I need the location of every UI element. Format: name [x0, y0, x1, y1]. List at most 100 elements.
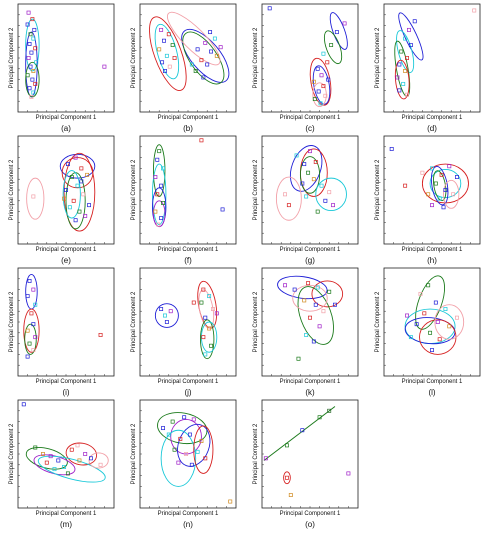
confidence-ellipse: [152, 144, 166, 197]
data-point: [153, 209, 158, 214]
x-axis-label: Principal Component 1: [36, 511, 97, 517]
data-point: [288, 493, 293, 497]
data-point: [164, 320, 169, 324]
data-point: [29, 94, 34, 99]
data-point: [214, 311, 219, 316]
data-point: [472, 8, 477, 13]
data-point: [69, 175, 74, 179]
data-point: [283, 283, 287, 288]
data-point: [160, 60, 165, 65]
data-point: [33, 302, 38, 307]
chart-panel: Principal Component 1 Principal Component…: [253, 135, 359, 265]
data-point: [405, 92, 409, 97]
data-point: [430, 166, 434, 171]
confidence-ellipse: [430, 166, 449, 206]
confidence-ellipse: [62, 170, 81, 219]
data-point: [77, 458, 82, 463]
panel-caption: (i): [62, 388, 69, 397]
data-point: [201, 287, 206, 292]
data-point: [184, 452, 189, 456]
data-point: [155, 192, 160, 197]
panel-caption: (j): [184, 388, 191, 397]
y-axis-label: Principal Component 2: [253, 27, 259, 88]
confidence-ellipse: [311, 280, 344, 308]
data-point: [157, 47, 162, 52]
data-point: [311, 339, 316, 344]
data-point: [195, 449, 200, 454]
data-point: [203, 456, 208, 461]
confidence-ellipse: [193, 425, 214, 474]
data-point: [220, 207, 225, 212]
panel-caption: (k): [305, 388, 315, 397]
data-point: [317, 324, 322, 329]
data-point: [315, 209, 320, 214]
data-point: [195, 47, 200, 52]
data-point: [159, 183, 164, 188]
data-point: [414, 322, 419, 327]
data-point: [203, 352, 208, 357]
chart-panel: Principal Component 1 Principal Component…: [9, 135, 115, 265]
data-point: [25, 294, 30, 299]
data-point: [69, 447, 74, 452]
data-point: [85, 172, 90, 177]
confidence-ellipse: [443, 179, 460, 209]
y-axis-label: Principal Component 2: [9, 159, 15, 220]
y-axis-label: Principal Component 2: [375, 291, 381, 352]
data-point: [172, 447, 177, 452]
data-point: [428, 330, 433, 335]
data-point: [308, 149, 312, 154]
data-point: [283, 192, 287, 197]
x-axis-label: Principal Component 1: [158, 379, 219, 385]
data-point: [30, 17, 35, 22]
data-point: [77, 209, 82, 214]
confidence-ellipse: [323, 30, 343, 65]
data-point: [168, 309, 173, 314]
confidence-ellipse: [25, 18, 40, 72]
confidence-ellipse: [299, 156, 321, 194]
data-point: [71, 198, 76, 203]
data-point: [31, 69, 36, 73]
data-point: [321, 51, 326, 56]
data-point: [29, 50, 34, 55]
data-point: [292, 287, 297, 292]
confidence-ellipse: [292, 284, 328, 312]
y-axis-label: Principal Component 2: [9, 291, 15, 352]
panel-caption: (g): [305, 256, 315, 265]
data-point: [412, 19, 417, 24]
data-point: [403, 69, 408, 73]
x-axis-label: Principal Component 1: [402, 115, 463, 121]
confidence-ellipse: [170, 418, 202, 455]
data-point: [420, 170, 425, 175]
panel-caption: (e): [61, 256, 71, 265]
data-point: [191, 300, 196, 305]
chart-panel: Principal Component 1 Principal Component…: [131, 267, 237, 397]
data-point: [439, 172, 444, 177]
plot-frame: [383, 3, 481, 113]
panel-caption: (f): [184, 256, 192, 265]
data-point: [73, 155, 78, 160]
data-point: [31, 90, 36, 95]
confidence-ellipse: [297, 286, 334, 345]
confidence-ellipse: [309, 57, 332, 106]
data-point: [321, 309, 326, 314]
data-point: [33, 335, 38, 340]
data-point: [166, 32, 171, 37]
data-point: [201, 335, 206, 340]
data-point: [182, 415, 187, 420]
x-axis-label: Principal Component 1: [280, 115, 341, 121]
data-point: [205, 62, 210, 67]
chart-panel: Principal Component 1 Principal Component…: [375, 135, 481, 265]
plot-frame: [261, 3, 359, 113]
data-point: [207, 294, 212, 299]
data-point: [208, 30, 213, 35]
confidence-ellipse: [283, 471, 291, 485]
x-axis-label: Principal Component 1: [158, 511, 219, 517]
chart-panel: Principal Component 1 Principal Component…: [375, 3, 481, 133]
data-point: [33, 445, 38, 450]
data-point: [408, 335, 413, 340]
data-point: [32, 27, 37, 32]
data-point: [407, 27, 411, 32]
data-point: [302, 162, 307, 167]
confidence-ellipse: [63, 152, 96, 232]
data-point: [161, 426, 165, 431]
